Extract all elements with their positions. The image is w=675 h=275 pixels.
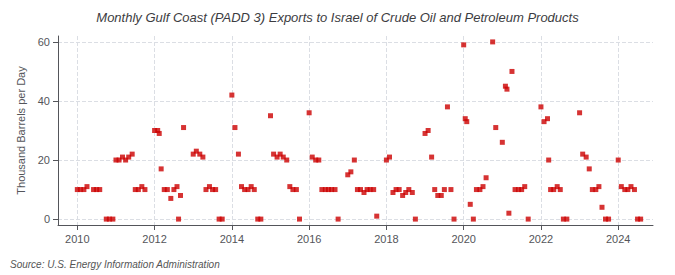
svg-text:2010: 2010 — [65, 233, 89, 245]
svg-text:Thousand Barrels per Day: Thousand Barrels per Day — [15, 66, 27, 195]
svg-text:60: 60 — [38, 36, 50, 48]
svg-text:2014: 2014 — [220, 233, 244, 245]
svg-text:20: 20 — [38, 154, 50, 166]
svg-text:2018: 2018 — [374, 233, 398, 245]
svg-text:Source: U.S. Energy Informatio: Source: U.S. Energy Information Administ… — [10, 259, 220, 270]
svg-text:0: 0 — [44, 213, 50, 225]
svg-text:40: 40 — [38, 95, 50, 107]
svg-text:2022: 2022 — [529, 233, 553, 245]
svg-text:2024: 2024 — [606, 233, 630, 245]
svg-text:Monthly Gulf Coast (PADD 3) Ex: Monthly Gulf Coast (PADD 3) Exports to I… — [96, 10, 579, 25]
svg-text:2020: 2020 — [451, 233, 475, 245]
svg-text:2012: 2012 — [142, 233, 166, 245]
svg-text:2016: 2016 — [297, 233, 321, 245]
